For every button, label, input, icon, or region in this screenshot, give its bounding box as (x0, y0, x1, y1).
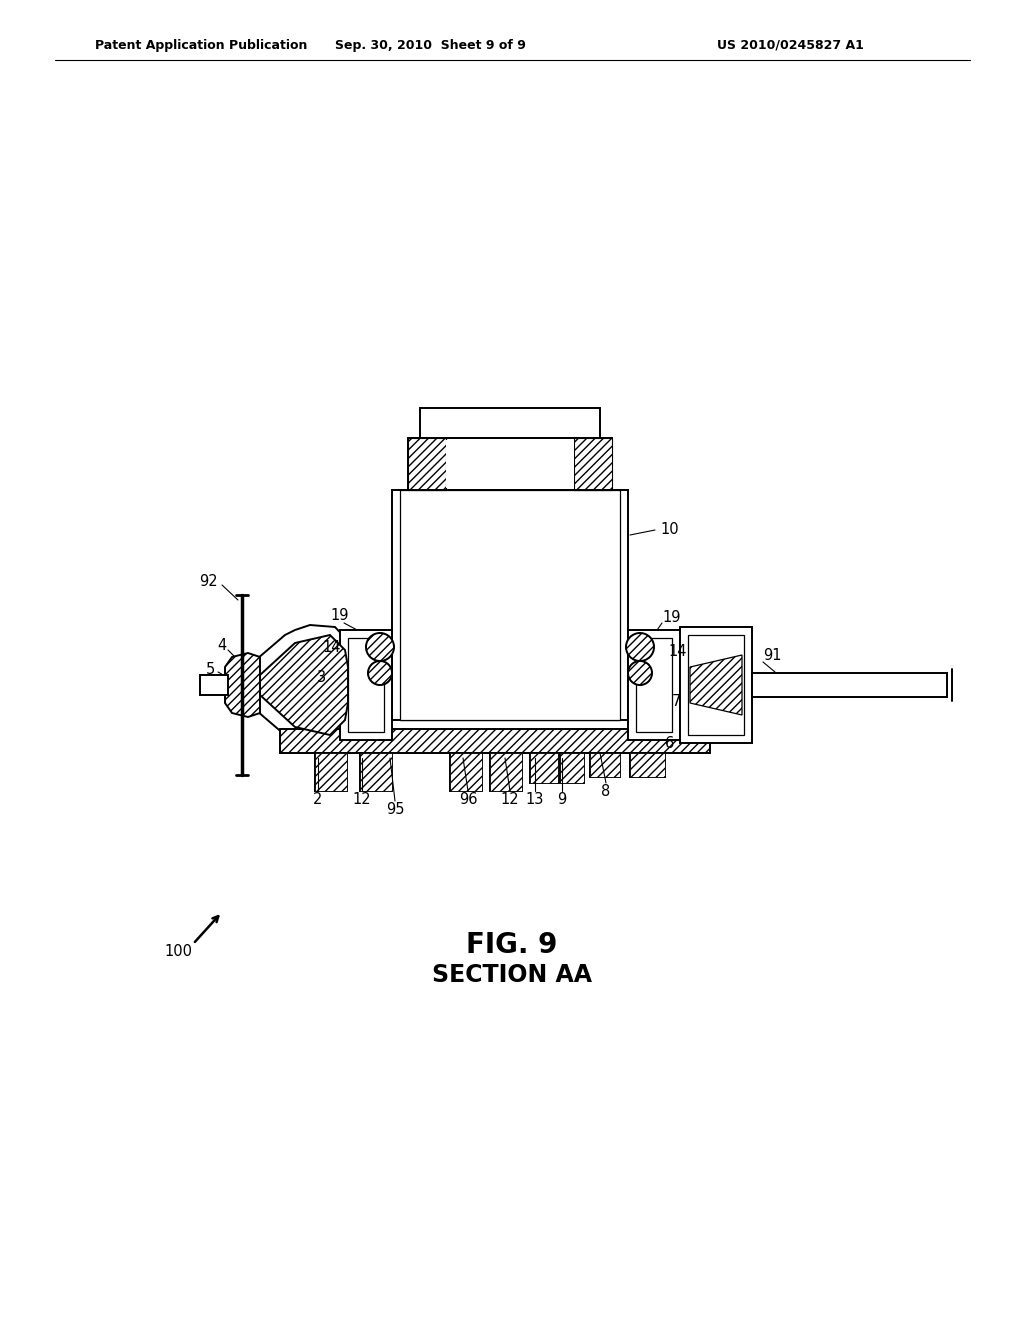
Bar (530, 752, 558, 783)
Bar (420, 408, 600, 438)
Text: 92: 92 (200, 574, 218, 590)
Text: 8: 8 (601, 784, 610, 800)
Text: FIG. 9: FIG. 9 (466, 931, 558, 960)
Bar (636, 638, 672, 733)
Bar (348, 638, 384, 733)
Text: 14: 14 (323, 640, 341, 656)
Bar (530, 752, 558, 783)
Text: 6: 6 (665, 735, 674, 751)
Text: 3: 3 (317, 671, 327, 685)
Bar (360, 752, 392, 791)
Polygon shape (690, 655, 742, 715)
Text: 95: 95 (386, 803, 404, 817)
Bar (400, 602, 620, 719)
Bar (688, 635, 744, 735)
Text: 4: 4 (217, 638, 226, 652)
Bar (408, 438, 612, 490)
Bar (450, 752, 482, 791)
Bar (560, 752, 584, 783)
Bar (315, 752, 347, 791)
Text: 9: 9 (557, 792, 566, 808)
Text: 19: 19 (662, 610, 681, 626)
Bar (446, 440, 574, 488)
Text: 13: 13 (525, 792, 544, 808)
Circle shape (626, 634, 654, 661)
Text: 91: 91 (763, 648, 781, 663)
Text: SECTION AA: SECTION AA (432, 964, 592, 987)
Bar (688, 635, 744, 735)
Text: Sep. 30, 2010  Sheet 9 of 9: Sep. 30, 2010 Sheet 9 of 9 (335, 38, 525, 51)
Bar (315, 752, 347, 791)
Bar (560, 752, 584, 783)
Polygon shape (230, 624, 355, 744)
Polygon shape (225, 653, 260, 717)
Bar (340, 630, 392, 741)
Bar (680, 627, 752, 743)
Bar (360, 752, 392, 791)
Bar (590, 752, 620, 777)
Text: US 2010/0245827 A1: US 2010/0245827 A1 (717, 38, 863, 51)
Bar (280, 729, 710, 752)
Text: 5: 5 (206, 663, 215, 677)
Bar (490, 752, 522, 791)
Text: 19: 19 (331, 607, 349, 623)
Bar (490, 752, 522, 791)
Circle shape (628, 661, 652, 685)
Text: 12: 12 (501, 792, 519, 808)
Text: 2: 2 (313, 792, 323, 808)
Text: Patent Application Publication: Patent Application Publication (95, 38, 307, 51)
Bar (752, 673, 947, 697)
Text: 100: 100 (164, 945, 193, 960)
Circle shape (368, 661, 392, 685)
Bar (630, 752, 665, 777)
Polygon shape (260, 635, 348, 735)
Bar (628, 630, 680, 741)
Bar (590, 752, 620, 777)
Text: 96: 96 (459, 792, 477, 808)
Text: 7: 7 (672, 694, 681, 710)
Text: 12: 12 (352, 792, 372, 808)
Bar (200, 675, 228, 696)
Bar (450, 752, 482, 791)
Bar (400, 490, 620, 719)
Text: 14: 14 (668, 644, 686, 660)
Text: 10: 10 (660, 523, 679, 537)
Circle shape (366, 634, 394, 661)
Bar (392, 490, 628, 719)
Bar (630, 752, 665, 777)
Bar (574, 438, 612, 490)
Bar (408, 438, 446, 490)
